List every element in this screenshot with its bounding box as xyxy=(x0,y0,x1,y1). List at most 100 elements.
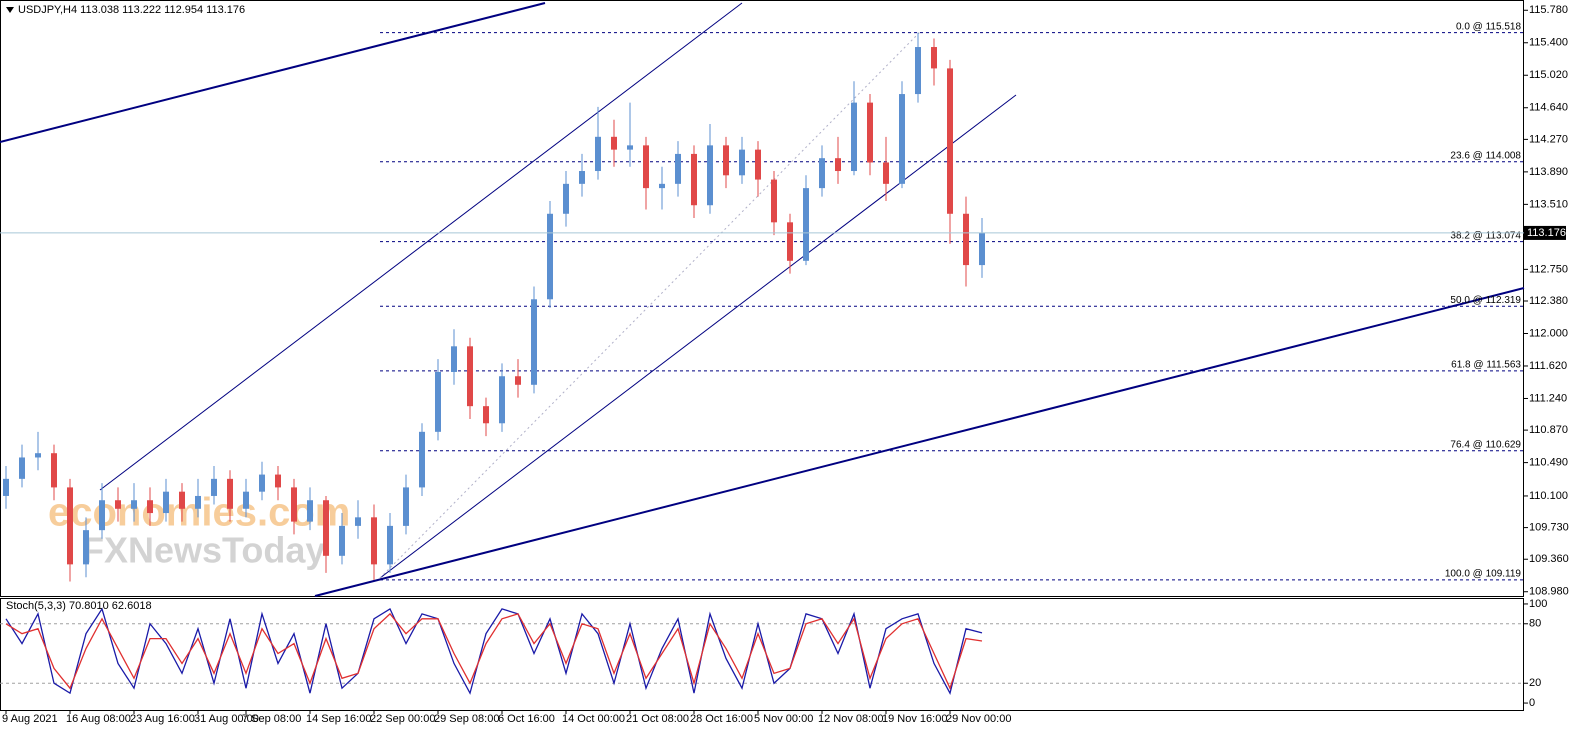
y-tick-label: 113.890 xyxy=(1529,166,1568,178)
candle-body xyxy=(483,406,489,424)
y-tick-label: 100 xyxy=(1529,598,1547,610)
fib-label: 0.0 @ 115.518 xyxy=(1456,21,1521,32)
x-tick-label: 14 Oct 00:00 xyxy=(562,713,625,725)
candles xyxy=(3,32,985,582)
candle-body xyxy=(83,530,89,565)
candle-body xyxy=(675,153,681,184)
candle-body xyxy=(915,47,921,95)
candle-body xyxy=(387,525,393,565)
candle-body xyxy=(547,213,553,300)
candle-body xyxy=(899,94,905,184)
y-tick-label: 115.020 xyxy=(1529,69,1568,81)
trendline xyxy=(0,2,546,143)
candle-body xyxy=(851,102,857,172)
candle-body xyxy=(707,145,713,206)
y-tick-label: 115.780 xyxy=(1529,4,1568,16)
candle-body xyxy=(227,478,233,509)
candle-body xyxy=(451,346,457,372)
channel-line xyxy=(99,2,743,491)
candle-body xyxy=(67,487,73,565)
candle-body xyxy=(963,213,969,266)
menu-icon[interactable] xyxy=(6,7,14,13)
x-tick-label: 14 Sep 16:00 xyxy=(306,713,371,725)
candle-body xyxy=(803,188,809,261)
last-price-label: 113.176 xyxy=(1527,227,1566,239)
y-tick-label: 108.980 xyxy=(1529,586,1569,598)
x-tick-label: 29 Nov 00:00 xyxy=(946,713,1011,725)
stoch-panel xyxy=(0,598,1524,711)
candle-body xyxy=(355,517,361,526)
candle-body xyxy=(883,162,889,184)
y-tick-label: 115.400 xyxy=(1529,37,1568,49)
candle-body xyxy=(243,491,249,509)
x-tick-label: 21 Oct 08:00 xyxy=(626,713,689,725)
y-tick-label: 80 xyxy=(1529,618,1541,630)
y-tick-label: 111.240 xyxy=(1529,392,1567,404)
y-tick-label: 110.490 xyxy=(1529,457,1568,469)
candle-body xyxy=(371,517,377,565)
candle-body xyxy=(435,371,441,432)
candle-body xyxy=(643,145,649,189)
channel-line xyxy=(379,94,1017,579)
candle-body xyxy=(595,136,601,172)
x-tick-label: 29 Sep 08:00 xyxy=(434,713,499,725)
candle-body xyxy=(755,149,761,180)
candle-body xyxy=(739,149,745,176)
candle-body xyxy=(275,474,281,488)
fib-label: 76.4 @ 110.629 xyxy=(1450,439,1521,450)
fib-label: 50.0 @ 112.319 xyxy=(1450,295,1521,306)
x-tick-label: 16 Aug 08:00 xyxy=(66,713,131,725)
fib-label: 23.6 @ 114.008 xyxy=(1450,150,1521,161)
candle-body xyxy=(51,453,57,488)
candle-body xyxy=(867,102,873,163)
candle-body xyxy=(931,47,937,69)
candle-body xyxy=(339,525,345,556)
x-tick-label: 7 Sep 08:00 xyxy=(242,713,301,725)
y-tick-label: 109.360 xyxy=(1529,553,1569,565)
last-price-box xyxy=(1524,225,1566,240)
candle-body xyxy=(403,487,409,526)
candle-body xyxy=(579,171,585,184)
y-tick-label: 0 xyxy=(1529,697,1535,709)
y-tick-label: 109.730 xyxy=(1529,521,1569,533)
trendlines xyxy=(0,2,1525,597)
watermark: FXNewsToday xyxy=(82,530,325,571)
y-tick-label: 112.380 xyxy=(1529,295,1568,307)
x-tick-label: 23 Aug 16:00 xyxy=(130,713,195,725)
y-tick-label: 20 xyxy=(1529,677,1541,689)
candle-body xyxy=(531,299,537,385)
x-tick-label: 5 Nov 00:00 xyxy=(754,713,813,725)
main-panel xyxy=(0,0,1524,597)
candle-body xyxy=(323,500,329,556)
stoch-line xyxy=(5,612,983,690)
x-tick-label: 9 Aug 2021 xyxy=(2,713,58,725)
x-tick-label: 28 Oct 16:00 xyxy=(690,713,753,725)
candle-body xyxy=(691,153,697,206)
x-tick-label: 6 Oct 16:00 xyxy=(498,713,555,725)
candle-body xyxy=(307,500,313,522)
candle-body xyxy=(131,500,137,509)
y-tick-label: 111.620 xyxy=(1529,360,1567,372)
candle-body xyxy=(819,158,825,189)
candle-body xyxy=(499,376,505,424)
candle-body xyxy=(611,136,617,150)
trendline xyxy=(314,287,1525,597)
candle-body xyxy=(979,232,985,266)
candle-body xyxy=(35,453,41,458)
candle-body xyxy=(627,145,633,150)
candle-body xyxy=(787,222,793,261)
y-tick-label: 110.100 xyxy=(1529,490,1568,502)
candle-body xyxy=(147,500,153,514)
chart-title: USDJPY,H4 113.038 113.222 112.954 113.17… xyxy=(18,4,245,16)
candle-body xyxy=(515,376,521,385)
candle-body xyxy=(563,183,569,214)
candle-body xyxy=(835,158,841,172)
y-tick-label: 110.870 xyxy=(1529,424,1568,436)
y-tick-label: 112.000 xyxy=(1529,327,1568,339)
y-tick-label: 114.270 xyxy=(1529,133,1568,145)
candle-body xyxy=(3,478,9,496)
candle-body xyxy=(19,457,25,479)
x-tick-label: 19 Nov 16:00 xyxy=(882,713,947,725)
candle-body xyxy=(659,183,665,189)
